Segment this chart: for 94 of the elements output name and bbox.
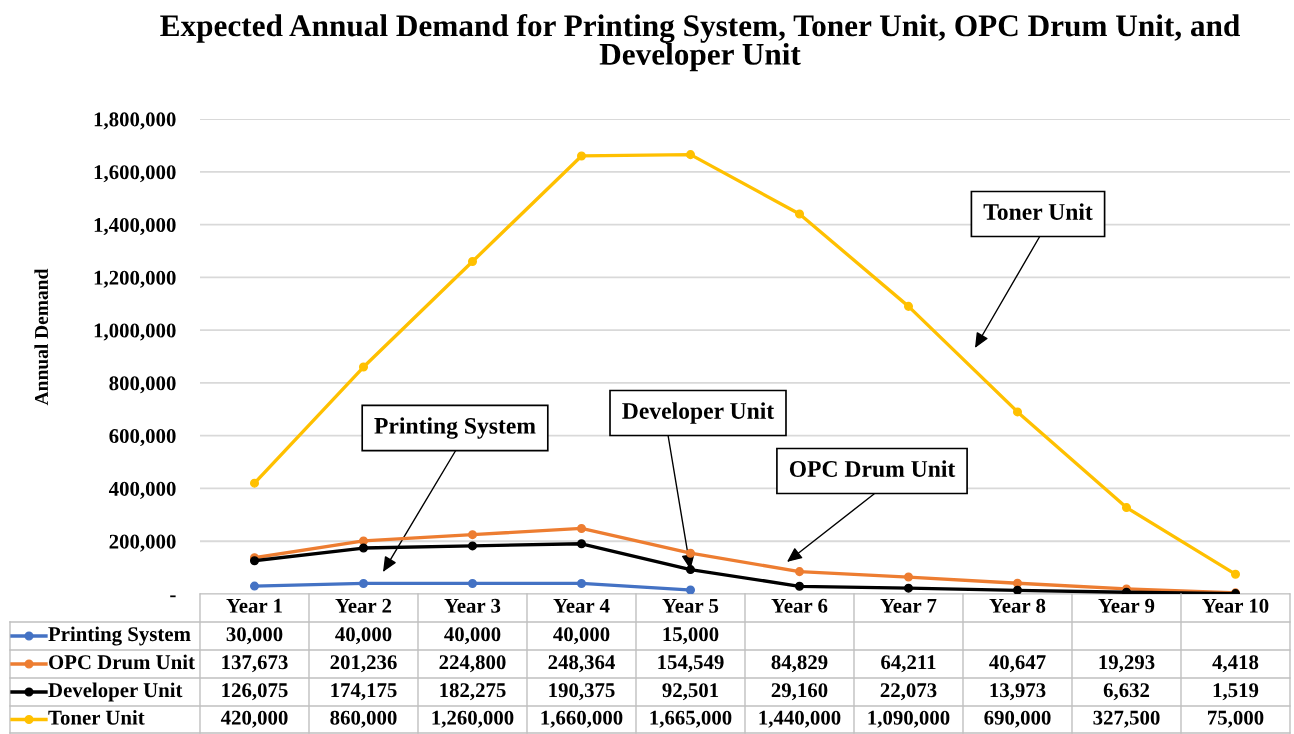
data-label: 201,236 xyxy=(330,655,397,673)
point xyxy=(467,578,478,588)
data-label: 4,418 xyxy=(1212,655,1259,673)
data-label: 154,549 xyxy=(658,655,724,673)
chart-title: Expected Annual Demand for Printing System, Toner Unit, OPC Drum Unit, and Developer Unit xyxy=(160,14,1240,72)
point xyxy=(1230,569,1241,579)
data-label: 40,000 xyxy=(335,627,392,645)
data-label: 1,260,000 xyxy=(432,710,514,728)
y-tick-label: 200,000 xyxy=(109,534,176,552)
point xyxy=(467,530,478,540)
data-label: 40,000 xyxy=(553,627,610,645)
y-tick-label: - xyxy=(170,595,176,598)
x-tick-label: Year 3 xyxy=(444,598,501,613)
point xyxy=(249,478,260,488)
data-label: 137,673 xyxy=(222,655,288,673)
data-label: 1,090,000 xyxy=(868,710,950,728)
point xyxy=(794,209,805,219)
point xyxy=(685,585,696,594)
point xyxy=(358,578,369,588)
x-tick-label: Year 4 xyxy=(553,598,610,613)
data-label: 224,800 xyxy=(439,655,506,673)
data-label: 6,632 xyxy=(1103,683,1150,701)
y-tick-label: 1,800,000 xyxy=(94,112,176,130)
point xyxy=(467,256,478,267)
point xyxy=(467,541,478,551)
data-label: 15,000 xyxy=(663,627,719,645)
data-label: 190,375 xyxy=(549,683,615,701)
point xyxy=(903,301,914,311)
data-label: 327,500 xyxy=(1093,710,1160,728)
point xyxy=(1121,503,1132,513)
y-tick-label: 1,600,000 xyxy=(94,165,176,183)
point xyxy=(794,567,805,577)
legend-label: OPC Drum Unit xyxy=(49,654,195,670)
annotation: Toner Unit xyxy=(983,203,1093,220)
data-label: 92,501 xyxy=(662,683,719,701)
data-label: 182,275 xyxy=(440,683,506,701)
point xyxy=(903,572,914,582)
x-tick-label: Year 7 xyxy=(880,598,937,613)
annotation: Printing System xyxy=(374,417,536,439)
point xyxy=(1012,585,1023,594)
data-label: 174,175 xyxy=(331,683,397,701)
y-tick-label: 400,000 xyxy=(108,481,176,499)
data-label: 248,364 xyxy=(548,655,615,673)
legend-label: Printing System xyxy=(48,626,191,646)
data-label: 860,000 xyxy=(330,710,397,728)
data-label: 690,000 xyxy=(984,710,1051,728)
legend-label: Developer Unit xyxy=(48,682,183,702)
data-label: 22,073 xyxy=(880,683,937,701)
point xyxy=(1012,578,1023,588)
x-tick-label: Year 9 xyxy=(1098,598,1155,613)
x-tick-label: Year 6 xyxy=(771,598,828,613)
point xyxy=(903,583,914,593)
data-label: 126,075 xyxy=(222,683,288,701)
y-tick-label: 800,000 xyxy=(109,376,176,394)
point xyxy=(249,581,260,591)
x-tick-label: Year 1 xyxy=(226,598,282,613)
point xyxy=(685,150,696,160)
y-tick-label: 1,400,000 xyxy=(94,217,176,236)
data-label: 29,160 xyxy=(771,683,828,701)
point xyxy=(358,536,369,546)
data-label: 84,829 xyxy=(771,655,828,673)
point xyxy=(576,151,587,161)
point xyxy=(576,523,587,533)
x-tick-label: Year 10 xyxy=(1202,598,1269,613)
y-tick-label: 1,200,000 xyxy=(94,270,176,288)
data-label: 40,647 xyxy=(989,655,1046,673)
point xyxy=(685,565,696,575)
data-label: 30,000 xyxy=(226,627,283,645)
point xyxy=(794,581,805,591)
point xyxy=(685,548,696,558)
x-tick-label: Year 2 xyxy=(335,598,392,613)
point xyxy=(576,578,587,588)
data-label: 40,000 xyxy=(444,627,501,645)
point xyxy=(1012,407,1023,417)
data-label: 1,519 xyxy=(1213,683,1259,701)
point xyxy=(358,362,369,372)
y-axis-title: Annual Demand xyxy=(34,268,49,406)
annotation: OPC Drum Unit xyxy=(789,460,956,477)
point xyxy=(358,543,369,553)
data-label: 1,665,000 xyxy=(650,710,732,728)
legend-label: Toner Unit xyxy=(48,710,145,725)
data-label: 75,000 xyxy=(1208,710,1264,728)
annotation: Developer Unit xyxy=(622,402,775,424)
y-tick-label: 600,000 xyxy=(109,429,176,447)
data-label: 420,000 xyxy=(220,710,288,728)
data-label: 1,440,000 xyxy=(759,710,841,728)
x-tick-label: Year 5 xyxy=(662,598,719,613)
point xyxy=(576,539,587,549)
data-label: 64,211 xyxy=(881,655,936,673)
x-tick-label: Year 8 xyxy=(989,598,1046,613)
y-tick-label: 1,000,000 xyxy=(94,323,176,341)
data-label: 13,973 xyxy=(990,683,1046,701)
data-label: 1,660,000 xyxy=(541,710,623,728)
data-label: 19,293 xyxy=(1099,655,1155,673)
